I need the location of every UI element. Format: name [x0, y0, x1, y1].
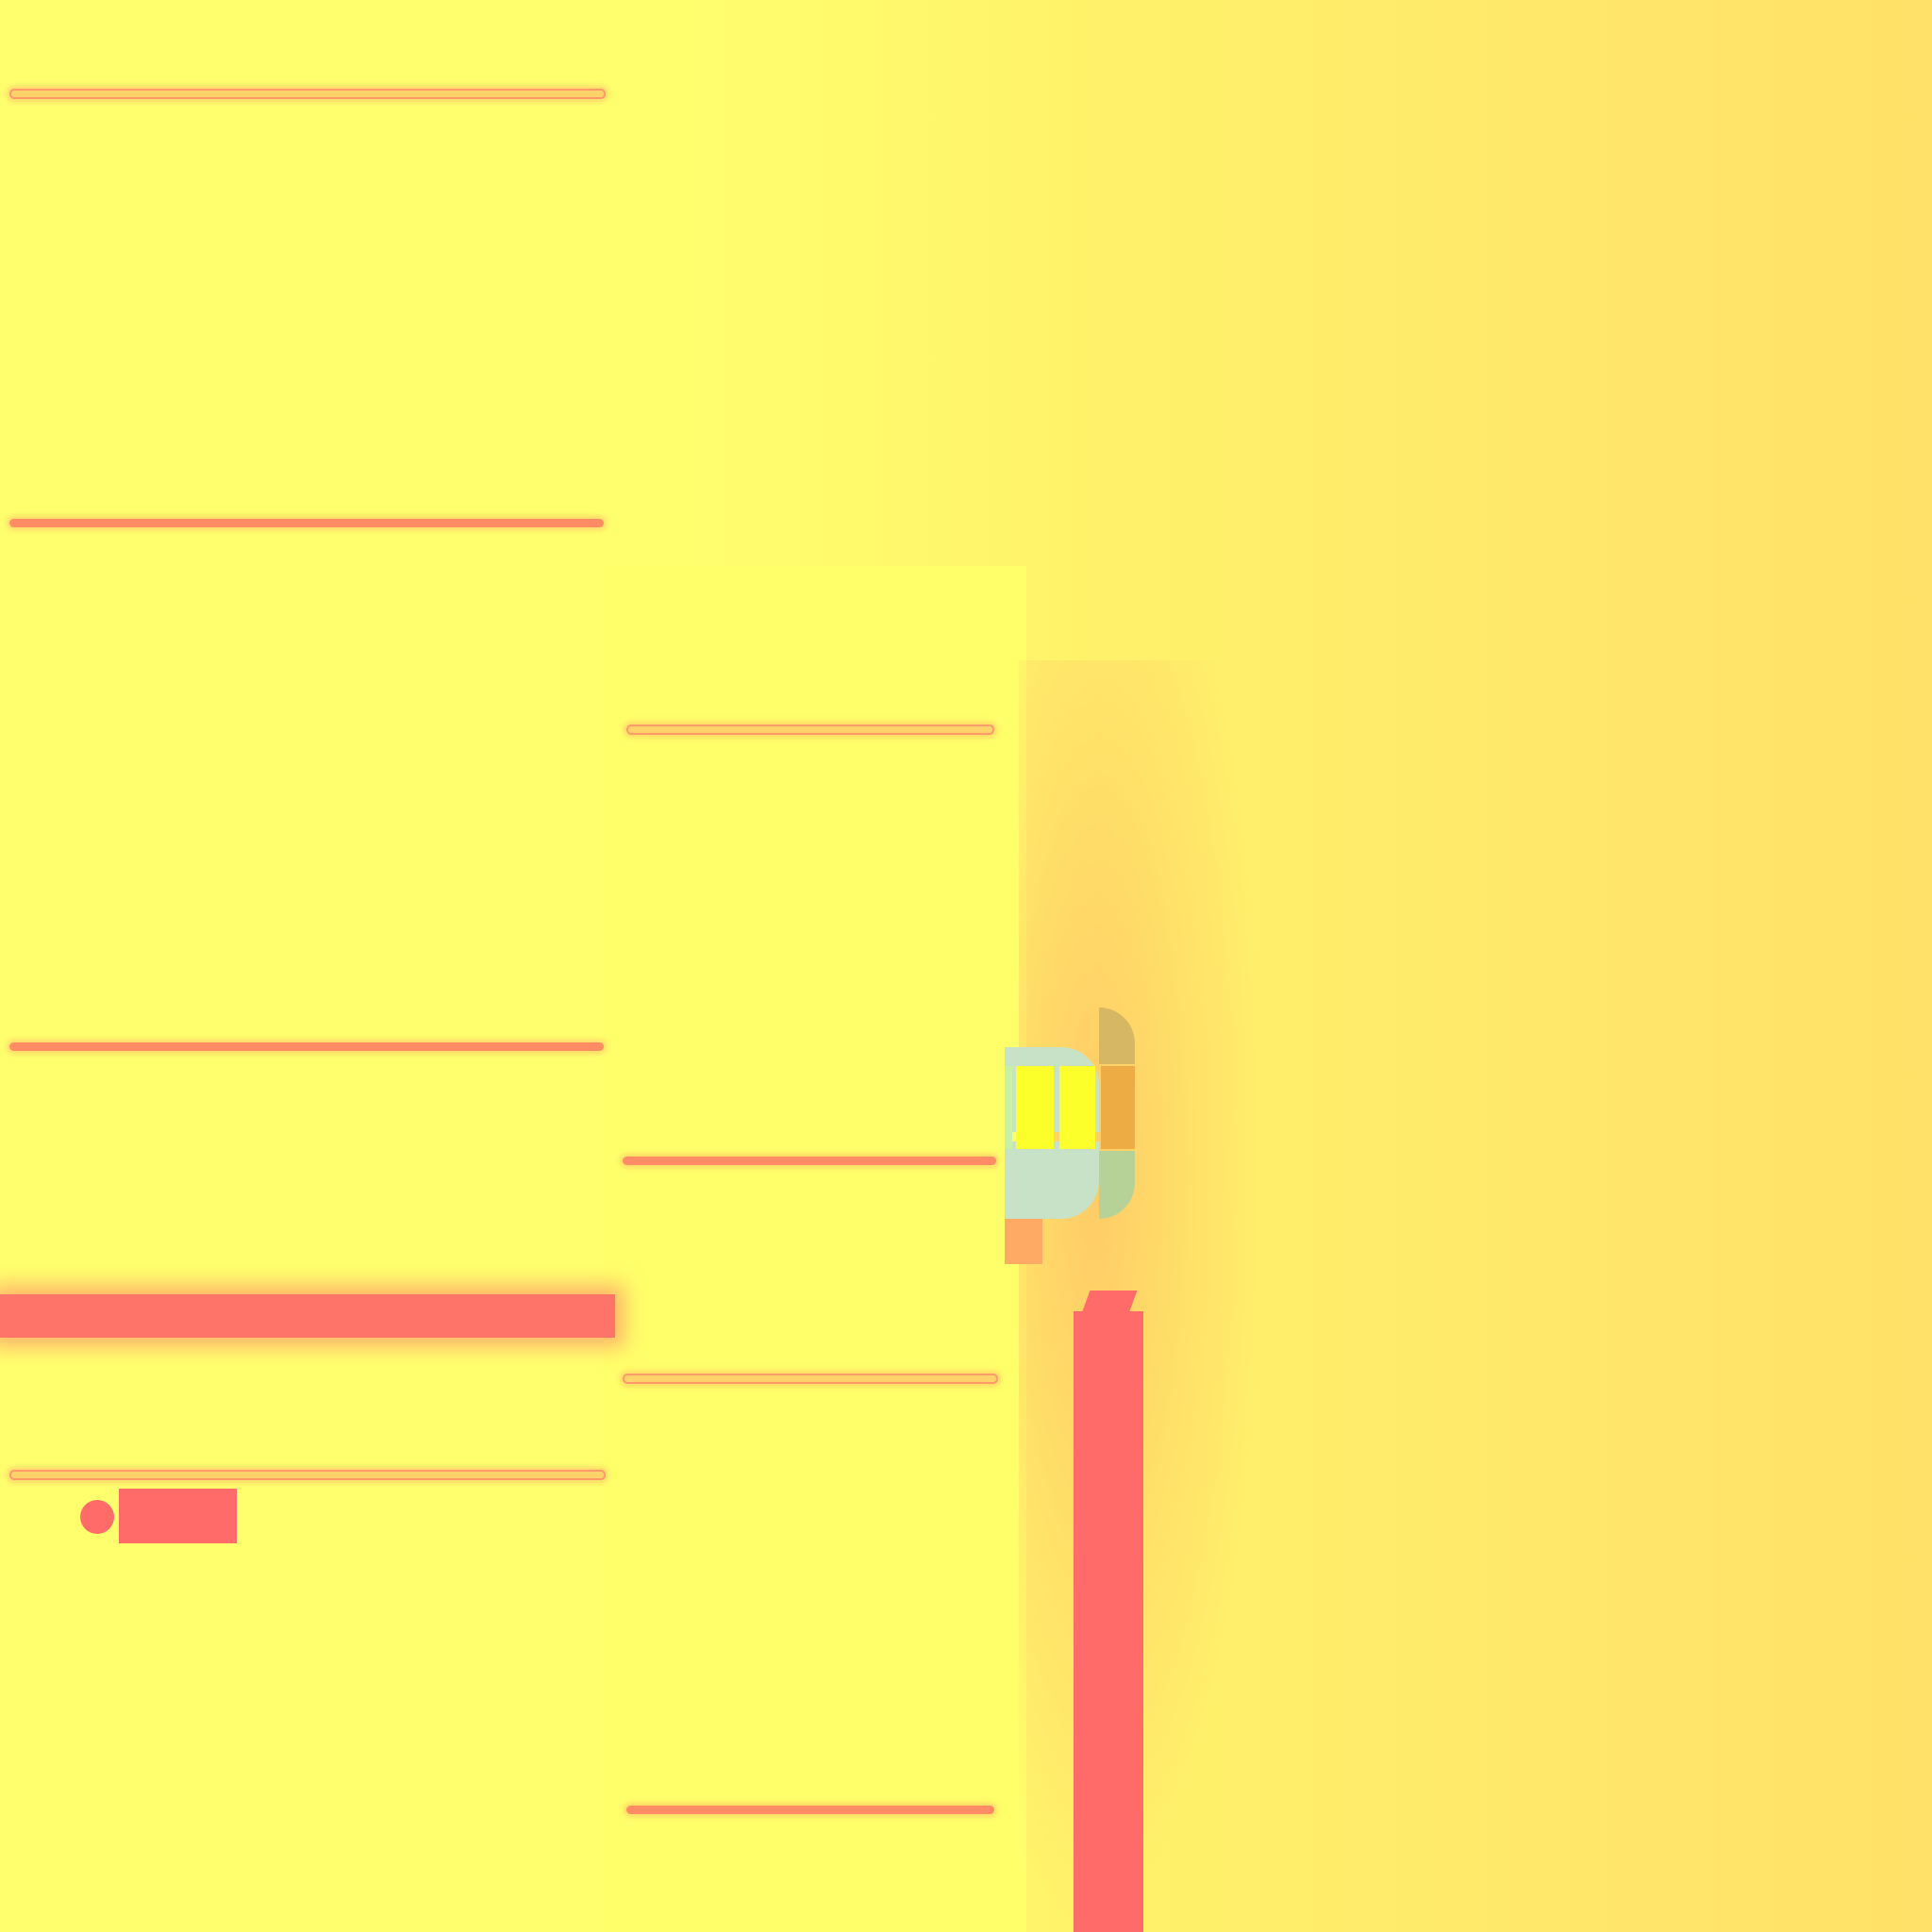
- widget-dome-bottom: [1099, 1151, 1135, 1219]
- radio-icon[interactable]: [80, 1500, 114, 1534]
- left-separator-1: [9, 89, 606, 99]
- middle-panel: [602, 566, 1026, 1932]
- widget-cell-2: [1059, 1066, 1095, 1149]
- vertical-bar[interactable]: [1074, 1311, 1143, 1932]
- mid-separator-2: [623, 1157, 996, 1165]
- left-separator-4: [9, 1470, 606, 1480]
- widget-cell-3: [1101, 1066, 1135, 1149]
- widget-edge: [1005, 1066, 1012, 1149]
- widget-cap-bottom: [1005, 1141, 1099, 1219]
- radio-label[interactable]: [119, 1489, 237, 1543]
- gauge-icon[interactable]: [1005, 1008, 1137, 1264]
- widget-cell-1: [1016, 1066, 1054, 1149]
- left-panel: [0, 0, 630, 1932]
- left-separator-3: [9, 1042, 604, 1051]
- mid-separator-4: [626, 1806, 994, 1814]
- widget-dome-top: [1099, 1008, 1135, 1064]
- left-separator-2: [9, 519, 604, 527]
- mid-separator-3: [623, 1374, 998, 1384]
- mid-separator-1: [626, 724, 994, 735]
- highlight-band[interactable]: [0, 1294, 615, 1338]
